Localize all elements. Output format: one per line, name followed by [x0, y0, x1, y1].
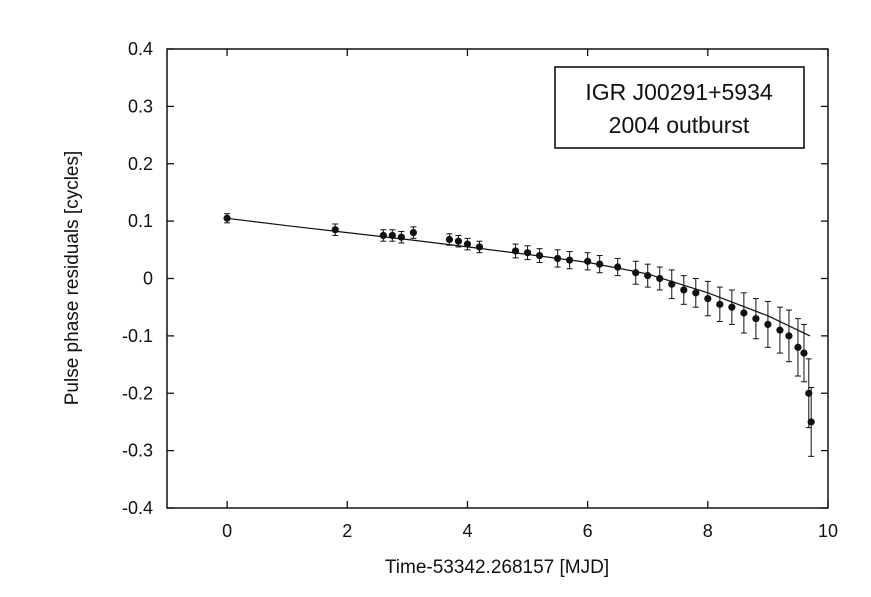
fit-curve-line — [227, 217, 811, 337]
x-tick-label: 2 — [342, 521, 352, 541]
data-marker — [454, 237, 463, 245]
data-point — [614, 257, 622, 277]
data-point — [807, 387, 815, 457]
data-marker — [397, 233, 405, 241]
data-marker — [535, 251, 544, 260]
data-point — [379, 229, 387, 242]
data-point — [716, 286, 724, 323]
data-point — [397, 230, 405, 244]
data-point — [704, 280, 712, 317]
data-marker — [584, 257, 592, 265]
y-tick-label: 0 — [143, 269, 153, 289]
data-point — [596, 255, 604, 274]
data-point — [680, 275, 688, 305]
data-marker — [445, 235, 454, 244]
data-point — [656, 266, 664, 291]
data-marker — [800, 349, 808, 357]
data-point — [454, 234, 463, 248]
data-point — [388, 229, 396, 242]
data-point — [475, 240, 484, 254]
data-marker — [409, 229, 417, 237]
x-axis-title: Time-53342.268157 [MJD] — [385, 557, 609, 578]
x-tick-label: 8 — [703, 521, 713, 541]
y-tick-label: -0.1 — [122, 326, 153, 346]
data-marker — [632, 269, 640, 277]
data-marker — [511, 247, 520, 255]
data-marker — [596, 260, 604, 268]
data-point — [523, 245, 532, 261]
y-tick-label: 0.3 — [128, 96, 153, 116]
data-point — [223, 213, 231, 224]
data-point — [535, 248, 544, 263]
data-marker — [331, 226, 339, 234]
data-marker — [566, 256, 574, 264]
y-tick-label: 0.2 — [128, 154, 153, 174]
data-marker — [704, 294, 712, 303]
data-point — [776, 306, 784, 354]
data-marker — [785, 332, 793, 340]
y-tick-label: 0.1 — [128, 211, 153, 231]
data-marker — [463, 240, 472, 248]
data-point — [785, 309, 793, 363]
data-point — [445, 233, 454, 246]
data-point — [764, 300, 772, 348]
x-tick-label: 6 — [583, 521, 593, 541]
data-point — [728, 289, 736, 325]
data-point — [331, 223, 339, 236]
data-point — [566, 251, 574, 270]
data-point — [511, 243, 520, 259]
data-marker — [728, 303, 736, 311]
data-point — [740, 292, 748, 334]
data-marker — [656, 274, 664, 283]
x-tick-label: 0 — [222, 521, 232, 541]
data-point — [800, 323, 808, 383]
data-marker — [223, 214, 231, 222]
annotation-line-1: IGR J00291+5934 — [585, 79, 773, 105]
annotation-frame — [554, 66, 805, 149]
data-marker — [668, 280, 676, 288]
data-marker — [764, 320, 772, 328]
data-marker — [680, 286, 688, 294]
data-point — [584, 252, 592, 271]
data-marker — [614, 263, 622, 271]
data-marker — [692, 289, 700, 297]
data-point — [644, 263, 652, 288]
data-marker — [523, 249, 532, 257]
data-marker — [740, 309, 748, 317]
data-marker — [379, 231, 387, 240]
annotation-box: IGR J00291+5934 2004 outburst — [554, 66, 805, 149]
data-point — [794, 318, 802, 377]
data-marker — [553, 254, 562, 263]
y-tick-label: -0.4 — [122, 498, 153, 518]
data-point — [632, 260, 640, 285]
data-points-layer — [223, 213, 815, 457]
data-marker — [776, 326, 784, 334]
y-tick-label: 0.4 — [128, 39, 153, 59]
y-tick-label: -0.2 — [122, 383, 153, 403]
fit-curve-layer — [227, 217, 811, 337]
data-marker — [805, 389, 813, 397]
data-point — [752, 298, 760, 340]
x-tick-label: 10 — [818, 521, 838, 541]
data-marker — [807, 418, 815, 426]
x-tick-label: 4 — [462, 521, 472, 541]
data-point — [553, 249, 562, 268]
data-point — [409, 226, 417, 239]
y-tick-label: -0.3 — [122, 441, 153, 461]
data-point — [692, 278, 700, 308]
data-marker — [388, 231, 396, 240]
data-marker — [644, 272, 652, 280]
data-marker — [794, 343, 802, 351]
data-marker — [752, 315, 760, 323]
annotation-line-2: 2004 outburst — [609, 112, 750, 138]
data-marker — [716, 300, 724, 308]
data-point — [463, 237, 472, 251]
data-point — [805, 358, 813, 429]
data-point — [668, 269, 676, 300]
data-marker — [475, 243, 484, 251]
y-axis-title: Pulse phase residuals [cycles] — [62, 151, 83, 406]
axes-layer: 0 2 4 6 8 10 0.4 0.3 0.2 0.1 0 -0.1 -0.2 -0.3 -0.4 — [122, 39, 838, 541]
